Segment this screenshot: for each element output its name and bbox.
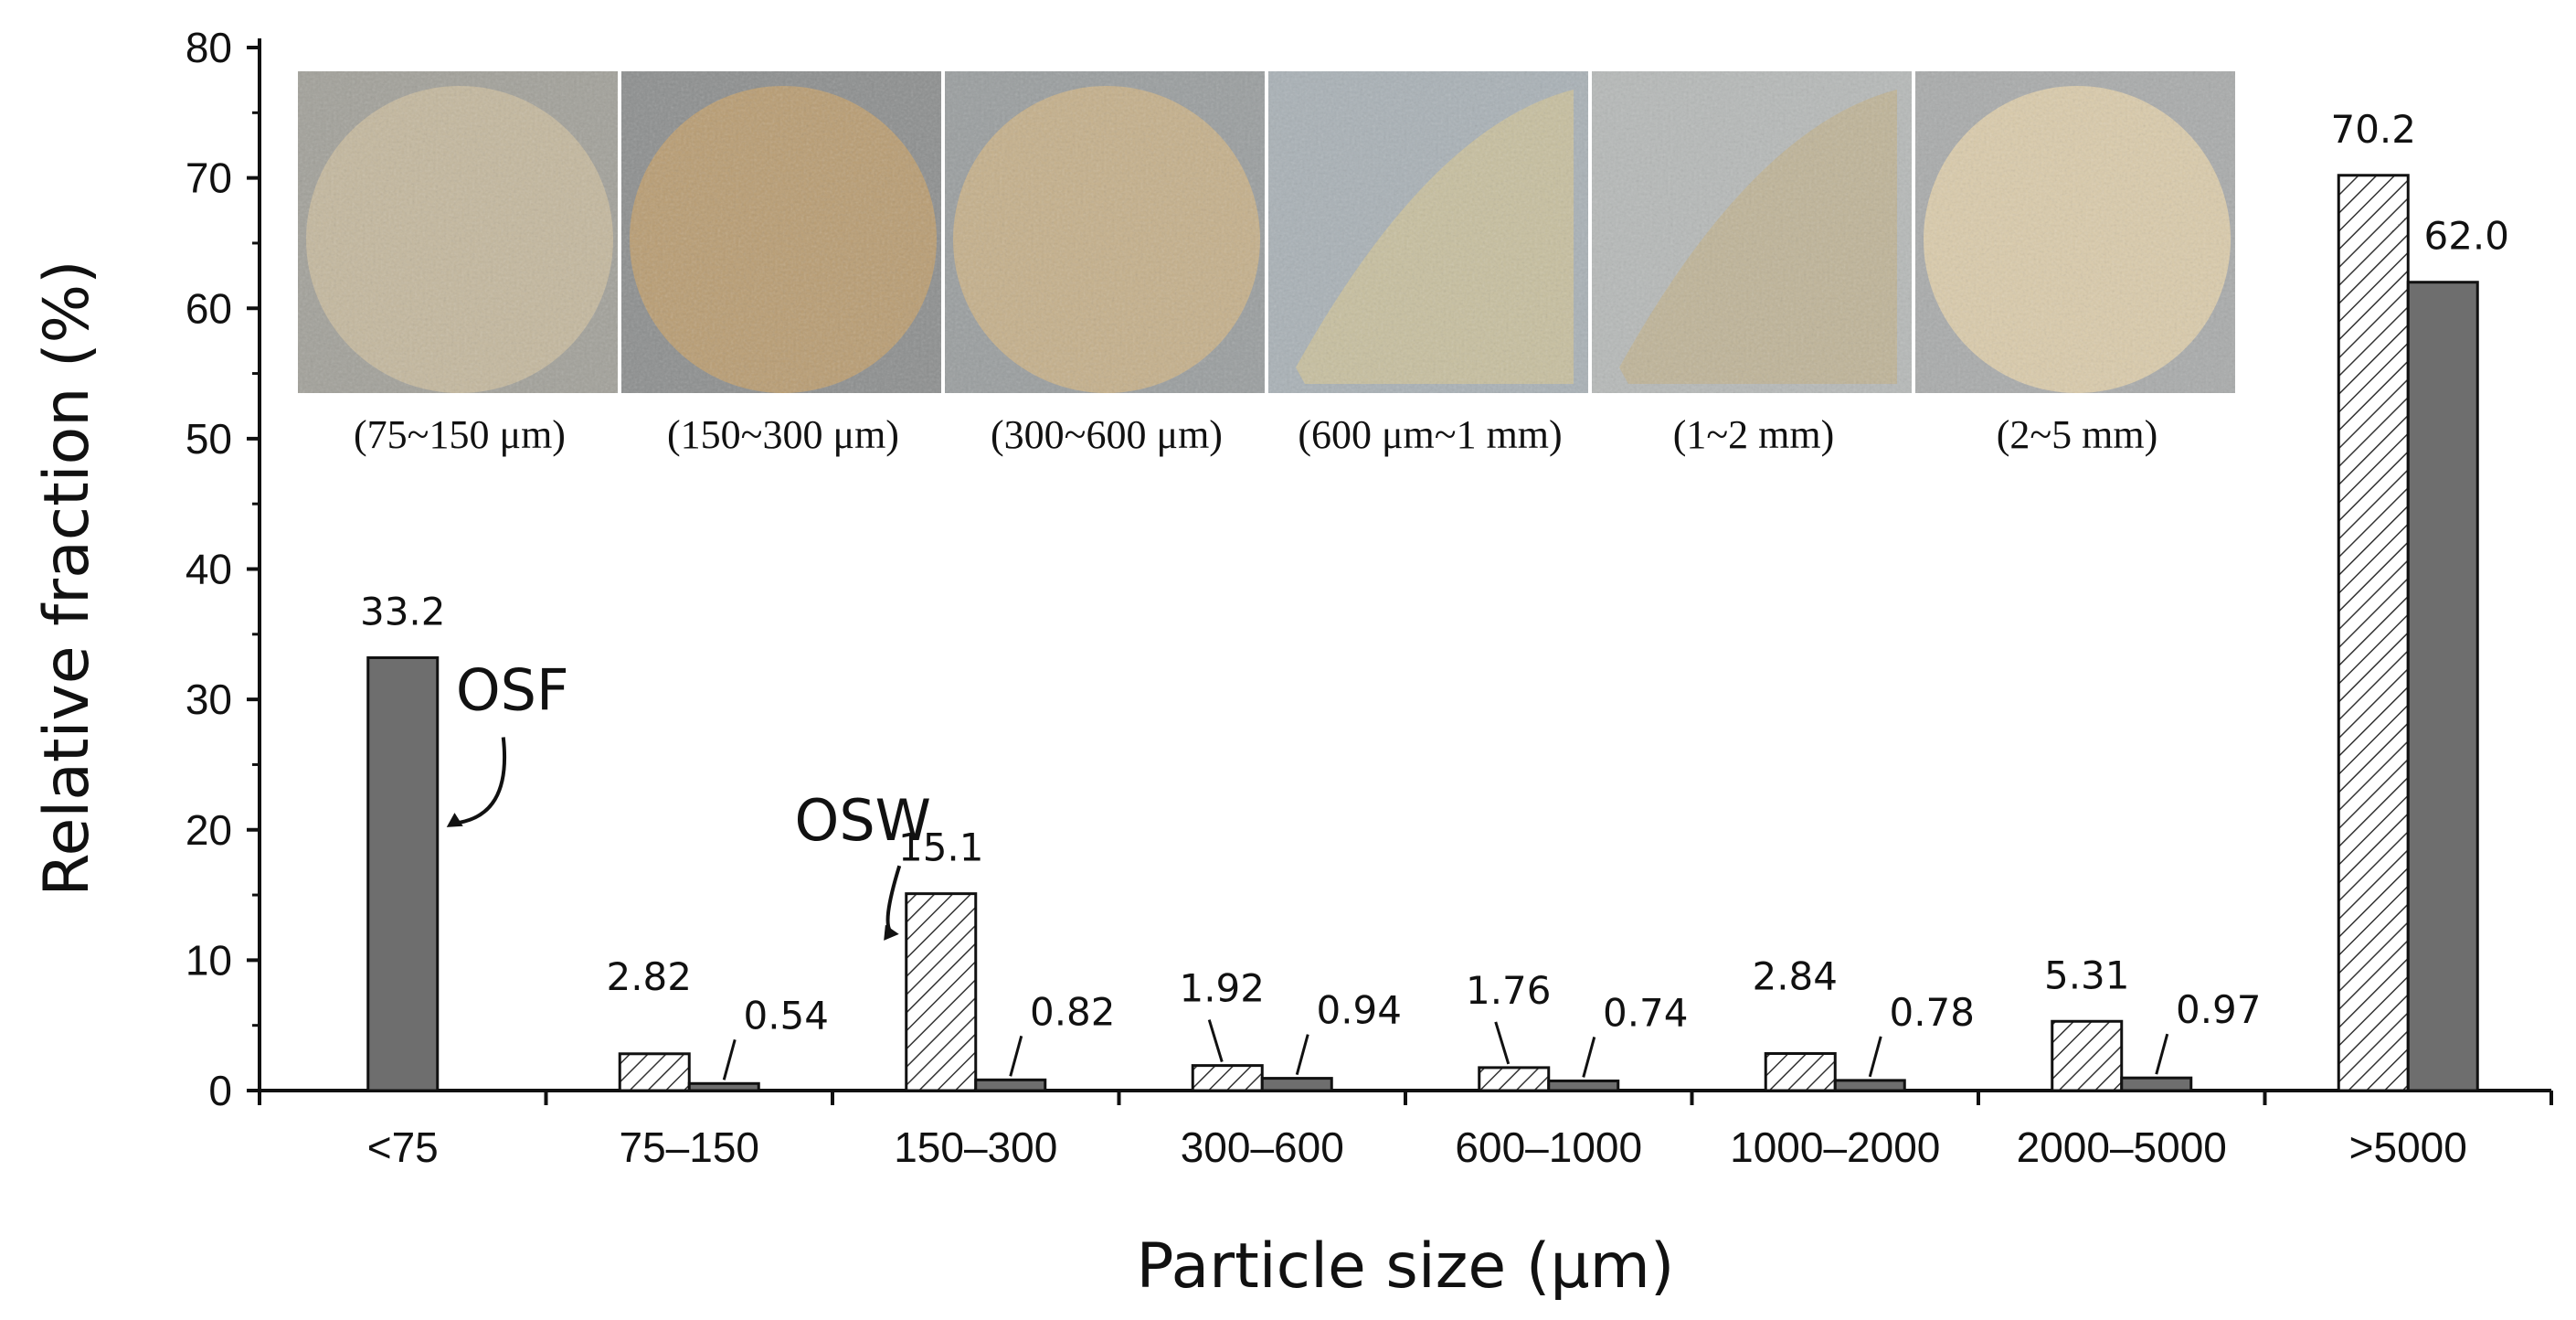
bar-osf <box>366 655 440 1092</box>
x-tick-label: 150–300 <box>894 1123 1057 1171</box>
value-label-osw: 1.76 <box>1466 968 1552 1013</box>
label-leader <box>1207 1019 1224 1063</box>
bar-osf <box>1833 1079 1906 1092</box>
label-leader <box>1494 1021 1511 1065</box>
bar-osw <box>2337 174 2410 1092</box>
label-leader <box>1868 1036 1882 1078</box>
arrow-head-osw <box>884 924 899 941</box>
value-label-osf: 0.54 <box>743 993 829 1038</box>
y-tick-label: 50 <box>186 415 232 463</box>
photo-texture <box>945 71 1265 393</box>
sample-photo: (1~2 mm) <box>1592 71 1912 457</box>
label-leader <box>1295 1034 1309 1075</box>
bar-osf <box>2406 281 2479 1092</box>
sample-photo-strip: (75~150 μm) (150~300 μm) (300~600 μm) (600 … <box>298 71 2235 457</box>
series-label-osw: OSW <box>795 787 931 854</box>
chart-axes: 0 10 20 30 40 50 60 70 80 <75 75–150 150–300 300–600… <box>31 24 2553 1303</box>
label-leader <box>2155 1033 2169 1075</box>
value-label-osf: 0.82 <box>1030 989 1116 1034</box>
sample-photo: (150~300 μm) <box>621 71 941 457</box>
bar-osf <box>687 1081 760 1092</box>
sample-photo: (300~600 μm) <box>945 71 1265 457</box>
bar-osw <box>2051 1019 2124 1092</box>
value-label-osw: 15.1 <box>898 825 984 870</box>
value-label-osw: 70.2 <box>2330 107 2416 152</box>
bar-osf <box>1260 1077 1333 1092</box>
sample-photo: (75~150 μm) <box>298 71 618 457</box>
photo-caption: (150~300 μm) <box>667 412 899 457</box>
y-tick-label: 40 <box>186 546 232 593</box>
photo-texture <box>621 71 941 393</box>
series-label-osf: OSF <box>456 657 569 724</box>
photo-texture <box>1915 71 2235 393</box>
label-leader <box>722 1038 737 1080</box>
chart-labels: 2.82 15.1 1.92 1.76 2.84 5.31 70.2 33.2 0.54 0.82… <box>360 107 2509 1080</box>
x-tick-label: 75–150 <box>620 1123 760 1171</box>
photo-texture <box>1268 71 1588 393</box>
x-tick-label: 300–600 <box>1181 1123 1344 1171</box>
bar-osf <box>2120 1076 2193 1092</box>
chart-annotations: OSF OSW <box>446 657 931 941</box>
value-label-osf: 0.74 <box>1603 990 1689 1035</box>
bar-osf <box>1547 1079 1620 1092</box>
x-tick-label: 2000–5000 <box>2017 1123 2227 1171</box>
value-label-osf: 0.94 <box>1316 988 1402 1033</box>
bar-osw <box>1191 1064 1264 1092</box>
photo-texture <box>298 71 618 393</box>
y-tick-label: 60 <box>186 284 232 332</box>
arrow-head-osf <box>446 813 463 827</box>
value-label-osf: 33.2 <box>360 589 446 633</box>
label-leader <box>1009 1035 1023 1077</box>
value-label-osf: 0.78 <box>1889 990 1975 1035</box>
y-axis-title: Relative fraction (%) <box>31 260 103 896</box>
value-label-osw: 2.84 <box>1752 953 1838 998</box>
value-label-osw: 2.82 <box>606 954 692 999</box>
photo-caption: (2~5 mm) <box>1997 412 2158 457</box>
value-label-osw: 5.31 <box>2044 953 2130 997</box>
bar-osw <box>618 1052 691 1092</box>
value-label-osf: 0.97 <box>2176 987 2262 1032</box>
label-leader <box>1582 1037 1596 1078</box>
photo-caption: (75~150 μm) <box>354 412 566 457</box>
sample-photo: (2~5 mm) <box>1915 71 2235 457</box>
y-tick-label: 0 <box>208 1067 232 1114</box>
bar-osw <box>905 892 978 1092</box>
x-tick-label: <75 <box>367 1123 439 1171</box>
x-tick-label: 1000–2000 <box>1730 1123 1940 1171</box>
photo-texture <box>1592 71 1912 393</box>
y-tick-label: 10 <box>186 936 232 984</box>
x-tick-label: 600–1000 <box>1455 1123 1642 1171</box>
photo-caption: (300~600 μm) <box>991 412 1223 457</box>
bar-osw <box>1764 1051 1837 1092</box>
value-label-osw: 1.92 <box>1179 966 1265 1011</box>
y-tick-label: 80 <box>186 24 232 71</box>
y-tick-label: 70 <box>186 154 232 202</box>
y-tick-label: 20 <box>186 806 232 854</box>
bar-osw <box>1478 1066 1551 1092</box>
arrow-osf <box>451 737 506 825</box>
sample-photo: (600 μm~1 mm) <box>1268 71 1588 457</box>
chart-bars <box>366 174 2479 1092</box>
y-tick-label: 30 <box>186 676 232 723</box>
arrow-osw <box>885 865 902 934</box>
photo-caption: (600 μm~1 mm) <box>1298 412 1562 457</box>
x-axis-title: Particle size (μm) <box>1137 1230 1675 1303</box>
bar-osf <box>974 1078 1047 1092</box>
photo-caption: (1~2 mm) <box>1673 412 1835 457</box>
x-tick-label: >5000 <box>2349 1123 2467 1171</box>
value-label-osf: 62.0 <box>2423 214 2509 259</box>
